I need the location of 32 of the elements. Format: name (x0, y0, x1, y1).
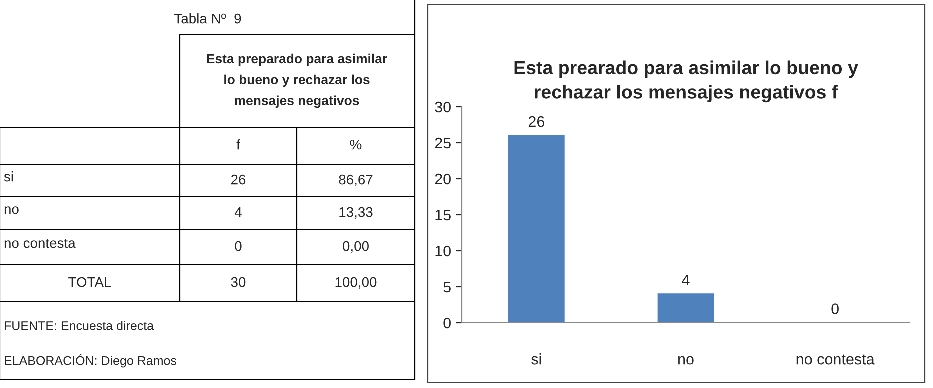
text: no contesta (4, 239, 76, 248)
text: Tabla Nº 9 (174, 14, 242, 24)
y-tick-label: 10 (436, 246, 451, 257)
text: si (4, 172, 14, 182)
y-tick-label: 25 (435, 138, 451, 149)
y-tick-label: 0 (444, 318, 451, 329)
data-label: 4 (682, 274, 690, 286)
text: 0 (235, 241, 242, 252)
y-tick-label: 15 (436, 210, 451, 221)
text: Esta preparado para asimilar lo bueno y rechazar los mensajes negativos (207, 54, 388, 108)
text: no (4, 206, 19, 214)
x-tick-label: no (678, 356, 694, 365)
y-tick-label: 30 (435, 102, 451, 113)
text: 0,00 (343, 241, 369, 253)
y-tick-label: 5 (444, 282, 451, 293)
text: 26 (231, 174, 246, 185)
chart-title: Esta prearado para asimilar lo bueno y rechazar los mensajes negativos f (514, 60, 858, 103)
text: ELABORACIÓN: Diego Ramos (5, 354, 177, 368)
x-tick-label: si (532, 354, 542, 365)
text: f (236, 140, 240, 150)
x-tick-label: no contesta (796, 354, 875, 365)
y-tick-label: 20 (435, 174, 451, 185)
text: % (350, 140, 362, 150)
data-label: 0 (832, 304, 839, 314)
text: 13,33 (340, 207, 373, 219)
text: 30 (231, 277, 246, 288)
data-label: 26 (528, 116, 544, 128)
text: 86,67 (339, 174, 373, 186)
text: 100,00 (336, 277, 377, 289)
source-note: FUENTE: Encuesta directa (5, 321, 154, 330)
text: TOTAL (68, 277, 112, 288)
text: 4 (234, 208, 242, 218)
